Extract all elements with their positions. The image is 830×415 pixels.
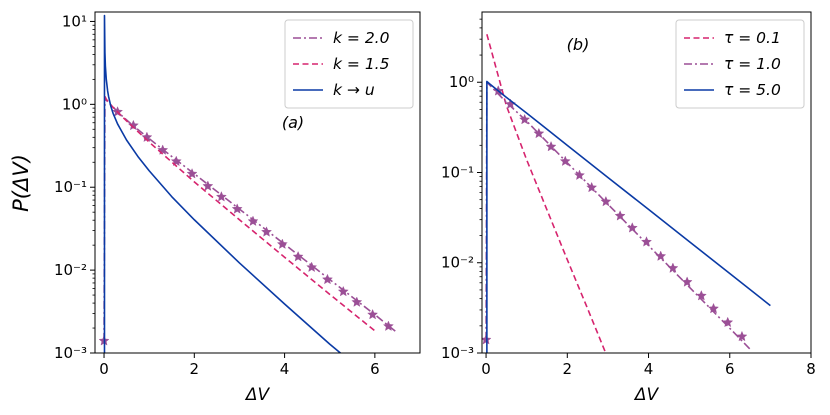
series-marker (351, 296, 363, 307)
x-tick-label: 6 (370, 360, 380, 378)
series-marker (586, 181, 598, 193)
series-marker (247, 215, 259, 226)
x-tick-label: 0 (99, 360, 109, 378)
plot-area (482, 34, 771, 353)
y-tick-label: 10⁻³ (54, 344, 87, 362)
y-tick-label: 10⁰ (62, 95, 87, 113)
series-line-2 (104, 95, 376, 332)
series-marker (292, 251, 304, 262)
x-tick-label: 8 (806, 360, 816, 378)
series-marker (322, 273, 333, 285)
series-marker (614, 210, 626, 221)
legend-label-1: τ = 0.1 (724, 29, 781, 47)
y-tick-label: 10⁰ (449, 73, 474, 91)
series-marker (276, 238, 288, 249)
x-tick-label: 4 (644, 360, 654, 378)
series-marker (655, 250, 667, 261)
series-marker (695, 290, 707, 301)
axes-frame (481, 11, 812, 354)
series-line-1 (486, 34, 607, 353)
series-marker (574, 169, 585, 180)
series-marker (681, 276, 693, 287)
series-line-3 (486, 80, 771, 353)
series-marker (170, 155, 182, 167)
x-tick-label: 0 (481, 360, 491, 378)
legend-label-2: τ = 1.0 (724, 55, 781, 73)
axes-frame (94, 11, 421, 354)
series-marker (600, 195, 612, 207)
legend: τ = 0.1 τ = 1.0 τ = 5.0 (675, 19, 805, 109)
legend-label-3: τ = 5.0 (724, 81, 781, 99)
panel-label: (a) (282, 113, 304, 132)
series-marker (626, 222, 638, 233)
series-marker (215, 191, 227, 202)
series-marker (186, 168, 198, 179)
series-marker (482, 334, 492, 345)
x-axis-label: ΔV (244, 385, 271, 405)
panel-label: (b) (567, 35, 590, 54)
series-marker (367, 308, 379, 320)
legend-label-2: k = 1.5 (333, 55, 389, 73)
x-tick-label: 2 (563, 360, 573, 378)
series-marker (382, 320, 394, 331)
plot-area (98, 14, 398, 353)
y-tick-label: 10⁻² (54, 261, 87, 279)
legend-box (284, 19, 414, 109)
x-tick-label: 6 (725, 360, 735, 378)
series-marker (736, 330, 748, 342)
series-marker (533, 127, 545, 139)
series-marker (641, 236, 652, 247)
series-line-3 (103, 14, 342, 353)
series-marker (667, 262, 679, 273)
series-marker (306, 261, 318, 272)
y-tick-label: 10¹ (62, 12, 87, 30)
y-axis-label: P(ΔV) (9, 154, 33, 212)
series-marker (519, 113, 531, 125)
legend-box (675, 19, 805, 109)
x-tick-label: 2 (190, 360, 200, 378)
legend: k = 2.0 k = 1.5 k → u (284, 19, 414, 109)
series-marker (708, 302, 719, 314)
legend-label-3: k → u (333, 81, 375, 99)
series-marker (231, 203, 243, 214)
y-tick-label: 10⁻¹ (441, 163, 474, 181)
x-axis-label: ΔV (633, 385, 660, 405)
series-marker (545, 140, 557, 152)
series-marker (559, 155, 571, 166)
series-marker (202, 180, 214, 191)
y-tick-label: 10⁻³ (441, 344, 474, 362)
series-marker (722, 316, 734, 328)
legend-label-1: k = 2.0 (333, 29, 390, 47)
series-marker (261, 226, 272, 237)
x-tick-label: 4 (280, 360, 290, 378)
series-marker (337, 285, 349, 297)
y-tick-label: 10⁻¹ (54, 178, 87, 196)
panel-a: 0 2 4 6 10⁻³ 10⁻² 10⁻¹ 10⁰ 10¹ ΔV (a) k = 2.0 k = 1.… (54, 11, 421, 405)
y-tick-label: 10⁻² (441, 254, 474, 272)
